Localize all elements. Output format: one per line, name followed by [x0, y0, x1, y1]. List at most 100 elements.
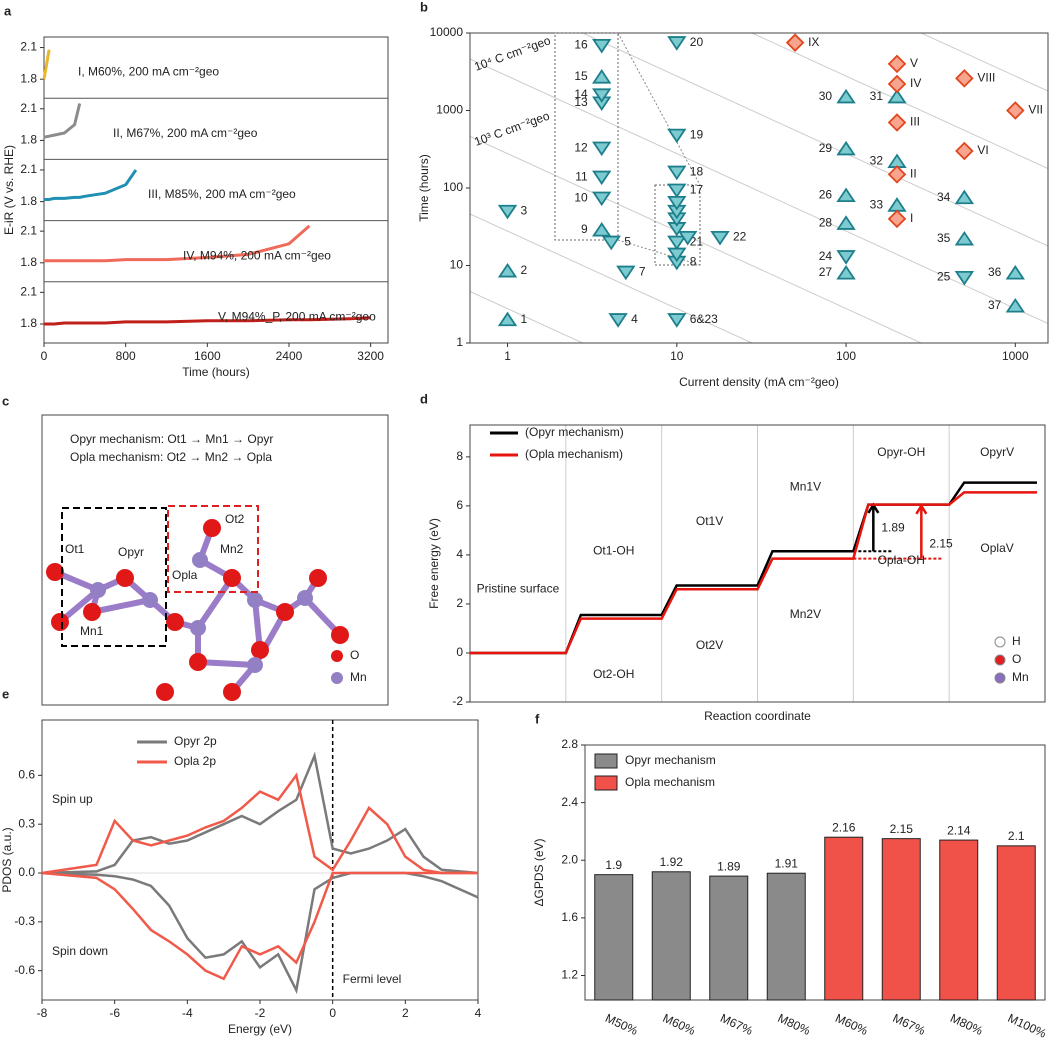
x-tick-label: 1000	[1002, 349, 1029, 363]
atom-legend-dot	[994, 672, 1006, 684]
legend-label: O	[350, 648, 359, 662]
x-tick-label: M80%	[948, 1011, 985, 1038]
barrier-arrow	[915, 503, 928, 559]
y-tick-label: 2.8	[561, 737, 578, 751]
point-label: 31	[870, 89, 884, 103]
point-label: 27	[819, 265, 833, 279]
panel-letter: d	[420, 391, 428, 406]
x-tick-label: 2	[402, 1006, 409, 1020]
o-atom	[309, 569, 327, 587]
y-axis-title: Free energy (eV)	[427, 518, 441, 609]
y-tick-label: 0.6	[18, 768, 35, 782]
y-tick-label: -0.6	[14, 963, 35, 977]
data-line	[44, 169, 138, 201]
state-label: Mn1V	[790, 480, 821, 494]
legend-label: (Opla mechanism)	[525, 447, 623, 461]
point	[836, 250, 856, 265]
panel-letter: e	[2, 686, 9, 701]
atom-label: Opla	[172, 568, 198, 582]
data-line	[41, 871, 479, 995]
y-tick-label: 8	[456, 449, 463, 463]
y-tick-label: 1.8	[20, 133, 37, 147]
zoom-box	[554, 32, 619, 241]
x-tick-label: 10	[670, 349, 684, 363]
point	[836, 264, 856, 280]
point-label: IX	[808, 35, 819, 49]
value-label: 2.14	[947, 823, 971, 837]
series-label: V, M94%_P, 200 mA cm⁻²geo	[218, 309, 376, 323]
mechanism-box	[61, 507, 167, 647]
x-tick-label: 1600	[194, 349, 221, 363]
point	[592, 38, 612, 54]
isoline	[470, 290, 584, 343]
y-tick-label: -2	[452, 694, 463, 708]
point-label: VII	[1028, 103, 1043, 117]
point-label: 25	[937, 270, 951, 284]
isoline	[470, 213, 754, 343]
y-axis-title: Time (hours)	[417, 154, 431, 222]
atom-label: Mn2	[220, 542, 244, 556]
data-line	[41, 871, 478, 981]
y-tick-label: 2.0	[561, 852, 578, 866]
point	[955, 141, 974, 161]
x-axis-title: Time (hours)	[182, 365, 250, 379]
value-label: 1.9	[605, 858, 622, 872]
point	[592, 170, 612, 186]
y-tick-label: 1000	[436, 103, 463, 117]
y-tick-label: -0.3	[14, 914, 35, 928]
atom-legend-dot	[994, 636, 1006, 648]
annotation: Spin up	[52, 792, 93, 806]
point-label: 2	[521, 263, 528, 277]
legend-dot	[331, 650, 343, 662]
state-label: Opyr-OH	[877, 445, 925, 459]
point-label: 18	[690, 164, 704, 178]
x-tick-label: M50%	[603, 1011, 640, 1038]
mechanism-line: Opyr mechanism: Ot1 → Mn1 → Opyr	[70, 432, 273, 446]
bar	[651, 871, 691, 1001]
point	[497, 311, 518, 327]
data-line	[44, 316, 371, 326]
x-tick-label: M67%	[718, 1011, 755, 1038]
bond	[195, 576, 235, 630]
point-label: V	[910, 56, 918, 70]
point-label: 33	[870, 197, 884, 211]
y-tick-label: 4	[456, 547, 463, 561]
y-tick-label: 6	[456, 498, 463, 512]
point-label: 4	[631, 312, 638, 326]
state-label: Pristine surface	[477, 581, 560, 595]
y-tick-label: 0	[456, 645, 463, 659]
x-tick-label: M100%	[1006, 1011, 1049, 1041]
point	[667, 165, 687, 181]
y-tick-label: 2.4	[561, 795, 578, 809]
point-label: IV	[910, 76, 921, 90]
mn-atom	[192, 552, 208, 568]
point	[954, 271, 975, 286]
value-label: 2.15	[890, 822, 914, 836]
isoline	[470, 58, 1048, 325]
mn-atom	[247, 592, 263, 608]
point-label: 13	[574, 95, 588, 109]
state-label: OplaV	[980, 541, 1013, 555]
atom-label: Ot1	[65, 542, 85, 556]
x-tick-label: M60%	[661, 1011, 698, 1038]
x-tick-label: 0	[329, 1006, 336, 1020]
point	[497, 262, 518, 278]
point	[955, 69, 974, 88]
point	[785, 33, 805, 52]
data-line	[41, 772, 478, 875]
legend-label: Opyr 2p	[174, 734, 217, 748]
point	[887, 197, 907, 212]
data-line	[42, 49, 51, 80]
x-tick-label: M67%	[891, 1011, 928, 1038]
point-label: 11	[575, 169, 588, 183]
point	[836, 187, 856, 203]
value-label: 1.91	[775, 856, 799, 870]
point-label: 19	[690, 127, 704, 141]
y-tick-label: 100	[443, 180, 463, 194]
x-tick-label: -8	[37, 1006, 48, 1020]
point	[1005, 298, 1025, 313]
point	[887, 209, 907, 229]
point-label: 7	[639, 264, 646, 278]
point	[601, 235, 621, 251]
